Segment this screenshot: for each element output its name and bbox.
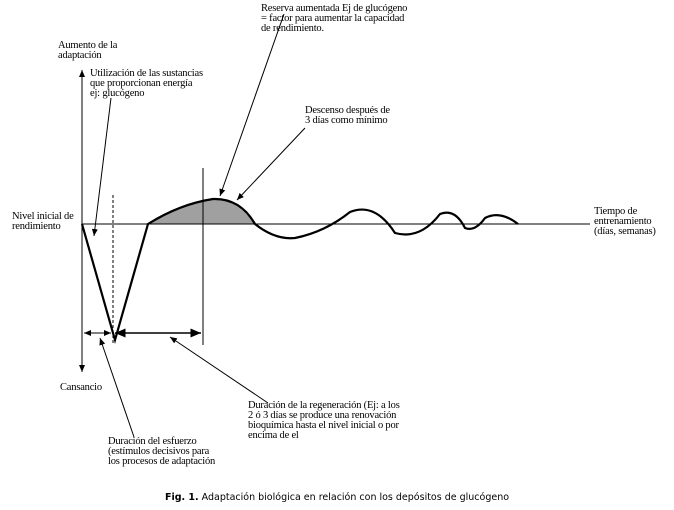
regeneration-duration-label: Duración de la regeneración (Ej: a los 2… <box>248 400 400 441</box>
decline-label: Descenso después de 3 días como mínimo <box>305 105 390 126</box>
regeneration-pointer <box>169 336 269 404</box>
utilization-pointer <box>91 97 112 237</box>
baseline-label: Nivel inicial de rendimiento <box>12 211 74 232</box>
x-axis-label: Tiempo de entrenamiento (días, semanas) <box>594 206 656 237</box>
effort-pointer <box>99 337 135 438</box>
y-axis-top-label: Aumento de la adaptación <box>58 40 118 61</box>
figure-caption: Fig. 1. Adaptación biológica en relación… <box>0 492 674 503</box>
figure-number: Fig. 1. <box>164 492 199 503</box>
effort-duration-label: Duración del esfuerzo (estímulos decisiv… <box>108 436 216 467</box>
y-axis-bottom-label: Cansancio <box>60 382 102 393</box>
reserve-label: Reserva aumentada Ej de glucógeno = fact… <box>261 3 408 34</box>
decline-pointer <box>236 127 306 201</box>
reserve-pointer <box>219 13 285 197</box>
adaptation-curve <box>80 197 519 345</box>
utilization-label: Utilización de las sustancias que propor… <box>90 68 203 99</box>
supercompensation-area <box>148 198 255 224</box>
figure-caption-text: Adaptación biológica en relación con los… <box>198 492 510 503</box>
